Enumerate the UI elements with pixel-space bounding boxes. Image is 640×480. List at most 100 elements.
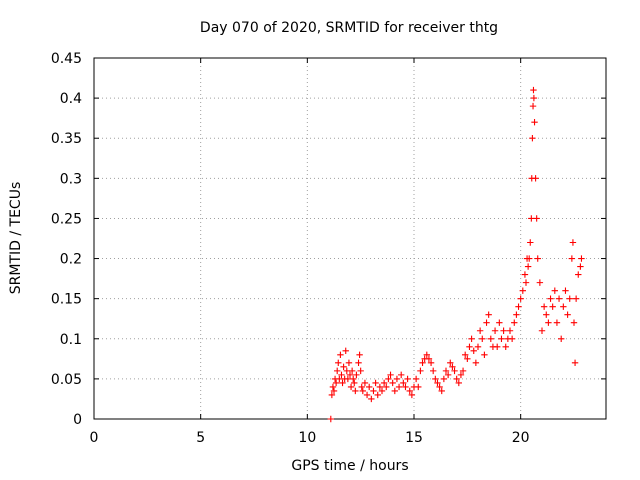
data-point	[524, 263, 532, 270]
data-point	[498, 335, 505, 342]
data-point	[468, 335, 475, 342]
data-point	[432, 375, 439, 383]
data-point	[389, 379, 396, 387]
data-point	[532, 175, 539, 182]
data-point	[353, 371, 360, 379]
data-point	[562, 287, 569, 294]
data-point	[529, 135, 536, 142]
chart-title: Day 070 of 2020, SRMTID for receiver tht…	[200, 20, 498, 36]
data-point	[430, 367, 437, 375]
data-point	[380, 379, 388, 387]
data-point	[513, 311, 520, 318]
y-tick-label: 0.3	[60, 171, 82, 187]
plot-frame	[93, 57, 607, 420]
data-point	[449, 363, 456, 371]
data-point	[502, 343, 509, 350]
data-point	[404, 375, 411, 383]
data-point	[391, 387, 398, 395]
data-point	[345, 359, 353, 367]
data-point	[538, 327, 546, 334]
y-tick-label: 0.25	[51, 211, 82, 227]
data-point	[363, 391, 371, 399]
data-point	[351, 379, 358, 387]
data-point	[506, 327, 514, 334]
data-point	[451, 367, 458, 375]
data-point	[336, 375, 343, 383]
data-point	[376, 383, 384, 391]
data-point	[496, 319, 503, 326]
data-point	[522, 279, 530, 286]
data-point	[419, 359, 426, 367]
data-point	[417, 367, 424, 375]
data-point	[472, 359, 480, 367]
data-point	[464, 355, 471, 363]
data-point	[466, 343, 473, 350]
x-tick-label: 20	[512, 430, 530, 446]
data-point	[474, 343, 482, 350]
data-point	[508, 335, 516, 342]
data-point	[455, 379, 462, 387]
data-point	[332, 379, 340, 387]
x-tick-label: 10	[298, 430, 316, 446]
x-tick-label: 15	[405, 430, 423, 446]
data-point	[436, 383, 443, 391]
data-point	[568, 255, 576, 262]
data-point	[560, 303, 567, 310]
data-point	[357, 367, 364, 375]
data-point	[440, 375, 448, 383]
data-point	[453, 375, 460, 383]
y-axis-label: SRMTID / TECUs	[8, 182, 24, 295]
data-point	[511, 319, 518, 326]
data-point	[515, 303, 522, 310]
data-point	[483, 319, 490, 326]
data-point	[406, 387, 413, 395]
data-point	[481, 351, 488, 359]
data-point	[547, 295, 554, 302]
data-point	[519, 287, 526, 294]
data-point	[534, 255, 541, 262]
y-tick-label: 0.15	[51, 292, 82, 308]
data-point	[368, 395, 375, 403]
data-point	[530, 94, 538, 102]
data-point	[551, 287, 558, 294]
data-point	[540, 303, 548, 310]
data-point	[529, 102, 537, 110]
data-point	[549, 303, 556, 310]
data-point	[494, 343, 501, 350]
data-point	[355, 359, 362, 367]
y-tick-label: 0.1	[60, 332, 82, 348]
data-point	[346, 371, 354, 379]
data-point	[572, 295, 580, 302]
data-point	[528, 215, 535, 222]
x-tick-label: 5	[196, 430, 205, 446]
data-point	[491, 327, 499, 334]
data-point	[578, 255, 585, 262]
data-point	[352, 387, 359, 395]
axis-ticks	[93, 57, 606, 420]
data-point	[444, 371, 452, 379]
data-point	[545, 319, 552, 326]
data-point	[412, 375, 420, 383]
data-point	[334, 367, 341, 375]
data-point	[338, 371, 345, 379]
y-tick-label: 0.05	[51, 372, 82, 388]
data-point	[442, 367, 450, 375]
data-point	[527, 239, 534, 246]
data-point	[521, 271, 529, 278]
y-tick-label: 0.35	[51, 131, 82, 147]
data-point	[337, 351, 344, 359]
data-point	[348, 367, 356, 375]
data-point	[470, 347, 477, 355]
data-point	[361, 379, 369, 387]
data-point	[385, 375, 392, 383]
data-point	[359, 387, 366, 395]
data-point	[387, 371, 394, 379]
data-point	[342, 347, 349, 355]
data-point	[378, 387, 386, 395]
data-point	[476, 327, 484, 334]
data-point	[543, 311, 550, 318]
data-point	[570, 319, 578, 326]
data-point	[400, 379, 407, 387]
